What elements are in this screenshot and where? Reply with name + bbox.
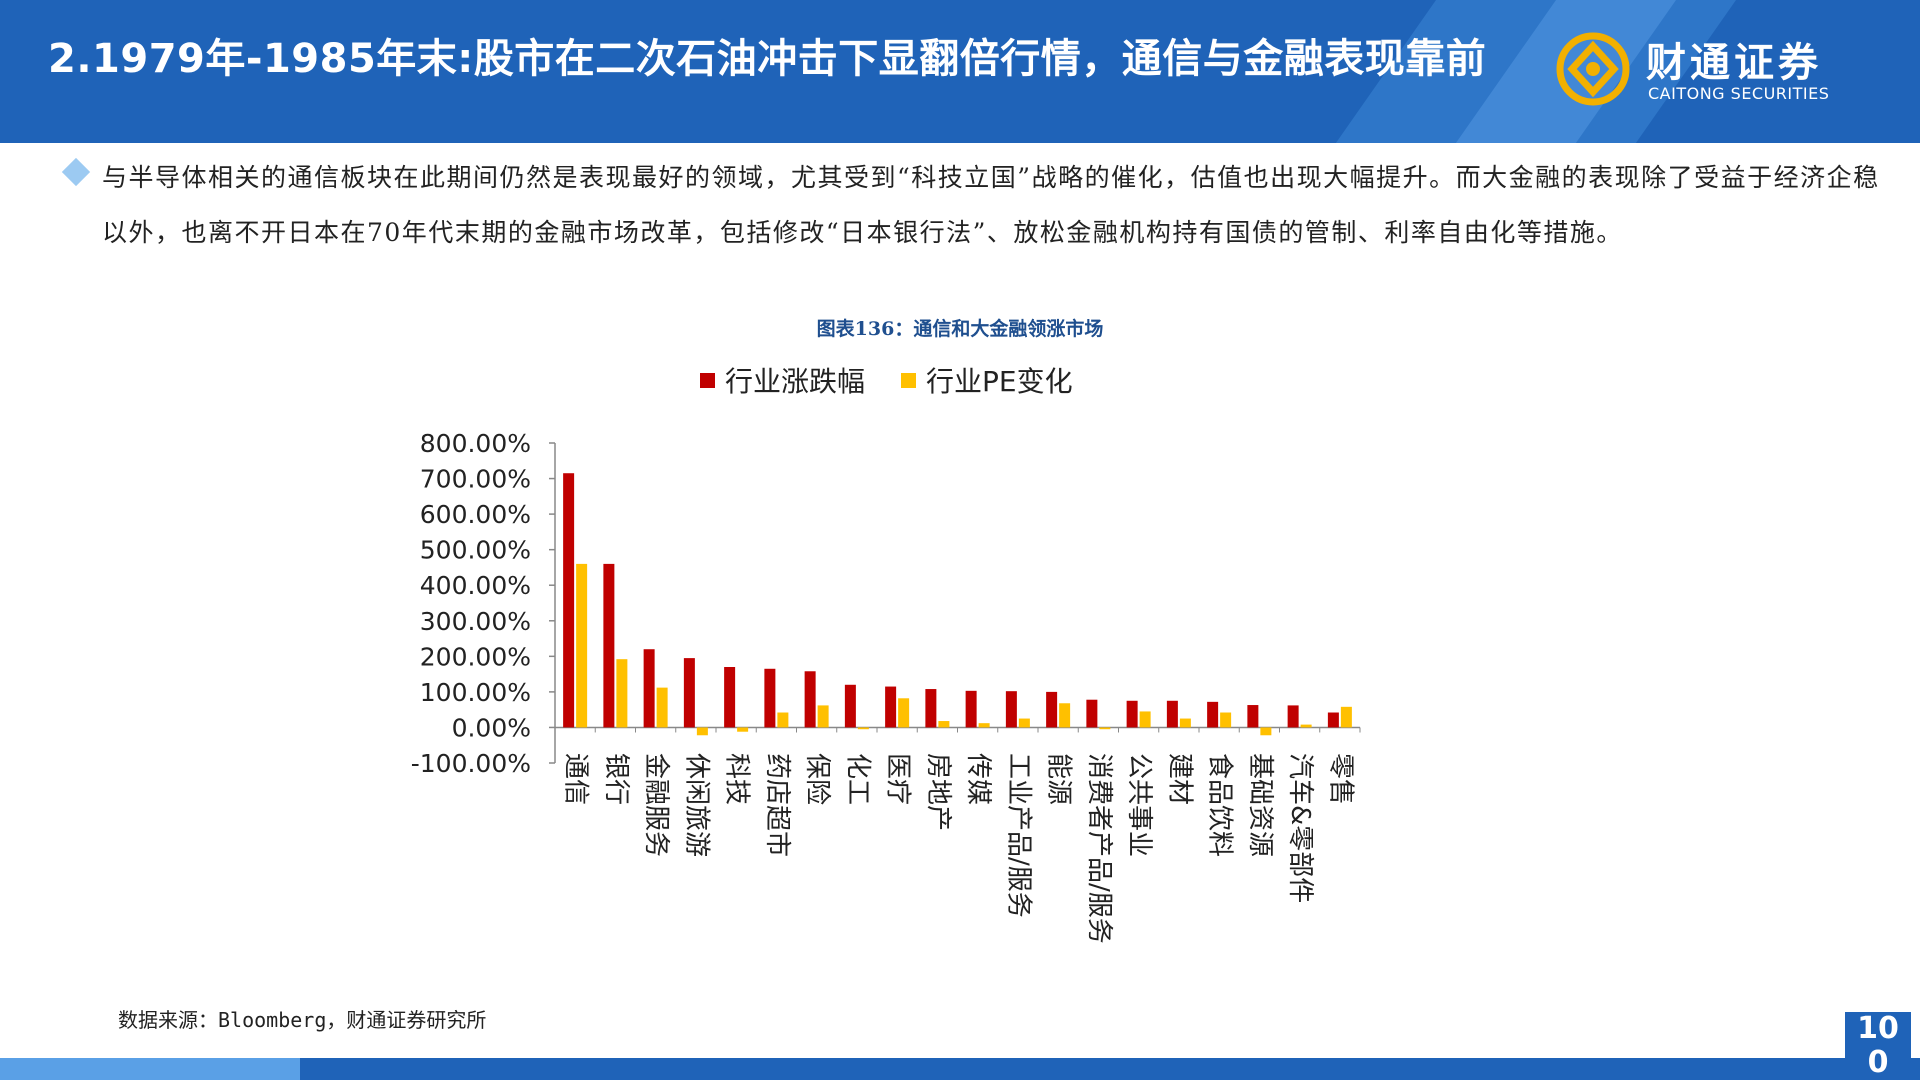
bar-industry-change: [683, 658, 695, 728]
chart-legend: 行业涨跌幅 行业PE变化: [700, 360, 1073, 400]
bar-industry-change: [1287, 705, 1299, 728]
bar-pe-change: [817, 705, 829, 728]
x-category-label: 医疗: [883, 753, 913, 805]
body-paragraph: 与半导体相关的通信板块在此期间仍然是表现最好的领域，尤其受到“科技立国”战略的催…: [102, 163, 1880, 247]
x-category-label: 零售: [1325, 753, 1355, 805]
page-number-text: 10 0: [1857, 1011, 1899, 1080]
bar-pe-change: [777, 712, 789, 728]
bar-pe-change: [1018, 718, 1030, 728]
bar-industry-change: [965, 690, 977, 728]
x-category-label: 金融服务: [641, 753, 671, 857]
bar-pe-change: [616, 659, 628, 728]
legend-swatch-series-2: [901, 372, 917, 388]
bar-industry-change: [925, 689, 937, 728]
bar-pe-change: [1260, 727, 1272, 736]
logo-name-en: CAITONG SECURITIES: [1648, 84, 1830, 103]
bar-industry-change: [724, 667, 736, 728]
bar-industry-change: [804, 671, 816, 728]
legend-label-series-2: 行业PE变化: [926, 365, 1073, 398]
legend-swatch-series-1: [700, 372, 715, 388]
bar-industry-change: [563, 473, 575, 728]
bar-pe-change: [938, 721, 950, 728]
bar-pe-change: [1059, 703, 1071, 728]
y-tick-label: -100.00%: [411, 749, 531, 778]
x-category-label: 通信: [561, 753, 591, 805]
logo-mark-icon: [1556, 32, 1630, 106]
bar-industry-change: [885, 686, 897, 728]
y-tick-label: 100.00%: [420, 678, 531, 707]
company-logo: 财通证券 CAITONG SECURITIES: [1550, 24, 1900, 114]
y-tick-label: 0.00%: [452, 713, 531, 742]
y-tick-label: 400.00%: [420, 571, 531, 600]
bar-pe-change: [857, 727, 869, 730]
bar-pe-change: [696, 727, 708, 736]
x-category-label: 休闲旅游: [681, 753, 711, 857]
x-category-label: 银行: [601, 753, 631, 805]
page-title: 2.1979年-1985年末:股市在二次石油冲击下显翻倍行情，通信与金融表现靠前: [48, 36, 1487, 82]
data-source-note: 数据来源：Bloomberg，财通证券研究所: [118, 1008, 487, 1032]
bar-pe-change: [978, 723, 990, 728]
bar-industry-change: [844, 684, 856, 728]
bar-industry-change: [1327, 712, 1339, 728]
x-category-label: 保险: [802, 753, 832, 805]
bar-pe-change: [898, 698, 910, 728]
x-category-label: 食品饮料: [1205, 753, 1235, 857]
bar-industry-change: [764, 668, 776, 728]
x-category-label: 房地产: [923, 753, 953, 831]
x-category-label: 科技: [722, 753, 752, 805]
bar-industry-change: [1005, 691, 1017, 728]
figure-title: 图表136：通信和大金融领涨市场: [816, 318, 1104, 340]
page-number: 10 0: [1845, 1012, 1911, 1080]
x-category-label: 工业产品/服务: [1003, 753, 1033, 918]
bar-chart: -100.00% 0.00% 100.00% 200.00% 300.00% 400.00…: [411, 429, 1361, 944]
legend-label-series-1: 行业涨跌幅: [725, 365, 866, 398]
bar-pe-change: [576, 563, 588, 728]
bar-industry-change: [1126, 700, 1138, 728]
footer-accent: [0, 1058, 300, 1080]
x-category-label: 能源: [1044, 753, 1074, 805]
bar-industry-change: [1046, 691, 1058, 728]
bar-pe-change: [1300, 724, 1312, 728]
bar-industry-change: [1207, 701, 1219, 728]
x-category-label: 公共事业: [1124, 753, 1154, 857]
bar-industry-change: [603, 563, 615, 728]
y-tick-label: 500.00%: [420, 536, 531, 565]
bar-pe-change: [1099, 727, 1111, 730]
footer-bar: [0, 1058, 1920, 1080]
x-category-label: 化工: [842, 753, 872, 805]
bar-pe-change: [1179, 718, 1191, 728]
y-tick-label: 300.00%: [420, 607, 531, 636]
x-category-label: 药店超市: [762, 753, 792, 857]
bar-industry-change: [1166, 700, 1178, 728]
bar-pe-change: [1220, 712, 1232, 728]
x-category-label: 传媒: [963, 753, 993, 805]
header-bar: 2.1979年-1985年末:股市在二次石油冲击下显翻倍行情，通信与金融表现靠前…: [0, 0, 1920, 143]
y-tick-label: 600.00%: [420, 500, 531, 529]
x-category-label: 消费者产品/服务: [1084, 753, 1114, 944]
bar-industry-change: [1247, 705, 1259, 728]
x-category-label: 建材: [1164, 753, 1194, 805]
y-tick-label: 800.00%: [420, 429, 531, 458]
x-category-label: 汽车&零部件: [1285, 753, 1315, 903]
bar-pe-change: [656, 687, 668, 728]
bar-pe-change: [737, 727, 749, 732]
bar-pe-change: [1139, 711, 1151, 728]
legend-item-series-2: 行业PE变化: [901, 360, 1073, 400]
bar-pe-change: [1340, 706, 1352, 728]
y-tick-label: 700.00%: [420, 465, 531, 494]
bar-industry-change: [1086, 699, 1098, 728]
legend-item-series-1: 行业涨跌幅: [700, 360, 865, 400]
bar-industry-change: [643, 649, 655, 728]
logo-name-cn: 财通证券: [1646, 40, 1822, 86]
y-tick-label: 200.00%: [420, 642, 531, 671]
x-category-label: 基础资源: [1245, 753, 1275, 857]
